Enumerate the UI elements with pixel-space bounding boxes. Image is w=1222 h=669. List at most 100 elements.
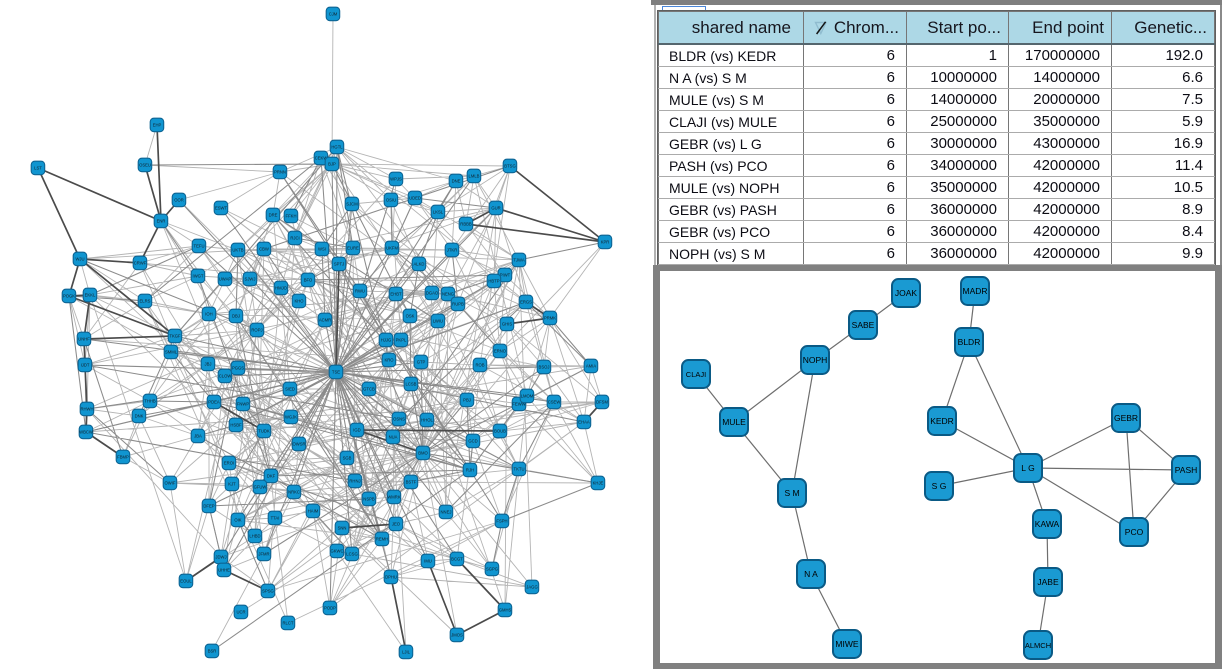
svg-text:ENR: ENR — [157, 219, 166, 224]
svg-text:UKFM: UKFM — [386, 246, 398, 251]
svg-text:HAIM: HAIM — [308, 509, 319, 514]
svg-text:IJDT: IJDT — [81, 363, 90, 368]
svg-text:HGTL: HGTL — [331, 145, 343, 150]
svg-text:ERGS: ERGS — [520, 300, 532, 305]
svg-text:BMO: BMO — [418, 451, 428, 456]
svg-text:LKSL: LKSL — [433, 210, 444, 215]
svg-text:OSEU: OSEU — [139, 163, 151, 168]
svg-text:CRWF: CRWF — [134, 261, 147, 266]
svg-text:ERNO: ERNO — [494, 349, 507, 354]
svg-text:TSE: TSE — [332, 370, 340, 375]
svg-text:DFEP: DFEP — [203, 504, 214, 509]
svg-text:DPHU: DPHU — [385, 575, 397, 580]
svg-text:BOUB: BOUB — [494, 429, 506, 434]
svg-text:REMH: REMH — [376, 537, 388, 542]
svg-text:PBJ: PBJ — [463, 398, 471, 403]
svg-text:GUR: GUR — [491, 206, 500, 211]
svg-text:SNN: SNN — [338, 526, 347, 531]
svg-text:OWIF: OWIF — [165, 481, 176, 486]
svg-text:HBTP: HBTP — [488, 279, 499, 284]
svg-text:JMOS: JMOS — [451, 633, 463, 638]
svg-text:JOAK: JOAK — [895, 288, 918, 298]
svg-text:BFO: BFO — [304, 278, 313, 283]
svg-text:HHOL: HHOL — [421, 418, 433, 423]
svg-text:IWGT: IWGT — [193, 274, 204, 279]
svg-text:RWU: RWU — [355, 289, 365, 294]
svg-text:LMLB: LMLB — [469, 174, 480, 179]
svg-text:TKTU: TKTU — [514, 467, 525, 472]
svg-text:WSI: WSI — [318, 247, 326, 252]
svg-text:FNWP: FNWP — [237, 402, 250, 407]
svg-text:S G: S G — [932, 481, 947, 491]
svg-text:JFMR: JFMR — [258, 552, 269, 557]
svg-text:GFUW: GFUW — [254, 485, 267, 490]
svg-text:JTKR: JTKR — [447, 248, 457, 253]
svg-text:JEO: JEO — [392, 522, 401, 527]
svg-text:KRO: KRO — [384, 358, 394, 363]
svg-text:PODP: PODP — [324, 606, 336, 611]
svg-text:ELRS: ELRS — [140, 299, 151, 304]
svg-text:EHBT: EHBT — [390, 292, 402, 297]
svg-text:N A: N A — [804, 569, 818, 579]
svg-text:TKGF: TKGF — [169, 334, 181, 339]
svg-text:UCR: UCR — [236, 610, 245, 615]
svg-text:LJIL: LJIL — [402, 650, 411, 655]
svg-text:DKF: DKF — [267, 474, 276, 479]
svg-text:DFSM: DFSM — [596, 400, 608, 405]
svg-text:TEFU: TEFU — [194, 244, 205, 249]
svg-text:NRKC: NRKC — [288, 490, 300, 495]
svg-text:NSPB: NSPB — [363, 497, 375, 502]
svg-text:KHJE: KHJE — [593, 481, 604, 486]
svg-text:CEKW: CEKW — [315, 156, 328, 161]
svg-text:GMHS: GMHS — [499, 608, 512, 613]
svg-text:OIK: OIK — [234, 518, 241, 523]
svg-text:PRNN: PRNN — [274, 170, 286, 175]
svg-text:SPTJ: SPTJ — [334, 262, 344, 267]
svg-text:FBMP: FBMP — [117, 455, 129, 460]
svg-text:THHB: THHB — [144, 399, 156, 404]
svg-text:GEBR: GEBR — [1114, 413, 1138, 423]
svg-text:BLDR: BLDR — [958, 337, 981, 347]
svg-text:AMIA: AMIA — [586, 364, 596, 369]
svg-text:KJT: KJT — [228, 482, 236, 487]
svg-text:DNK: DNK — [135, 414, 144, 419]
svg-text:BSOJ: BSOJ — [539, 365, 550, 370]
svg-text:SMML: SMML — [165, 350, 178, 355]
svg-text:WBCW: WBCW — [79, 430, 93, 435]
svg-text:CLOW: CLOW — [219, 374, 232, 379]
svg-text:IOH: IOH — [205, 312, 212, 317]
svg-text:PGGS: PGGS — [232, 366, 244, 371]
svg-text:WJU: WJU — [75, 257, 84, 262]
svg-text:GKWC: GKWC — [330, 549, 343, 554]
svg-text:KPR: KPR — [601, 240, 610, 245]
svg-text:WGJK: WGJK — [285, 415, 297, 420]
svg-text:HMJO: HMJO — [275, 286, 288, 291]
svg-text:RJH: RJH — [466, 468, 474, 473]
svg-text:JAGG: JAGG — [526, 585, 537, 590]
svg-text:LWIU: LWIU — [433, 319, 443, 324]
svg-text:RLCT: RLCT — [283, 621, 294, 626]
svg-text:EKKL: EKKL — [85, 293, 96, 298]
svg-text:DRE: DRE — [269, 213, 278, 218]
svg-text:EOUL: EOUL — [180, 579, 192, 584]
svg-text:BTSG: BTSG — [504, 164, 515, 169]
svg-text:MADR: MADR — [962, 286, 987, 296]
svg-text:EHAA: EHAA — [578, 420, 590, 425]
svg-text:ESWT: ESWT — [215, 206, 228, 211]
svg-text:FSPH: FSPH — [496, 519, 507, 524]
svg-text:FFKH: FFKH — [286, 214, 297, 219]
svg-text:BSTF: BSTF — [406, 480, 417, 485]
svg-text:SGPG: SGPG — [486, 567, 498, 572]
svg-text:HSBF: HSBF — [230, 423, 242, 428]
svg-text:LMOM: LMOM — [521, 394, 534, 399]
svg-text:ALKD: ALKD — [414, 262, 425, 267]
svg-text:DBJ: DBJ — [232, 314, 240, 319]
svg-text:EURE: EURE — [347, 246, 359, 251]
svg-text:TUDK: TUDK — [258, 429, 270, 434]
svg-text:PASH: PASH — [1175, 465, 1198, 475]
svg-text:ACMR: ACMR — [319, 318, 331, 323]
svg-text:BJP: BJP — [328, 162, 336, 167]
svg-text:IGD: IGD — [353, 428, 360, 433]
svg-text:BCGT: BCGT — [451, 557, 463, 562]
svg-text:OWSR: OWSR — [292, 442, 305, 447]
